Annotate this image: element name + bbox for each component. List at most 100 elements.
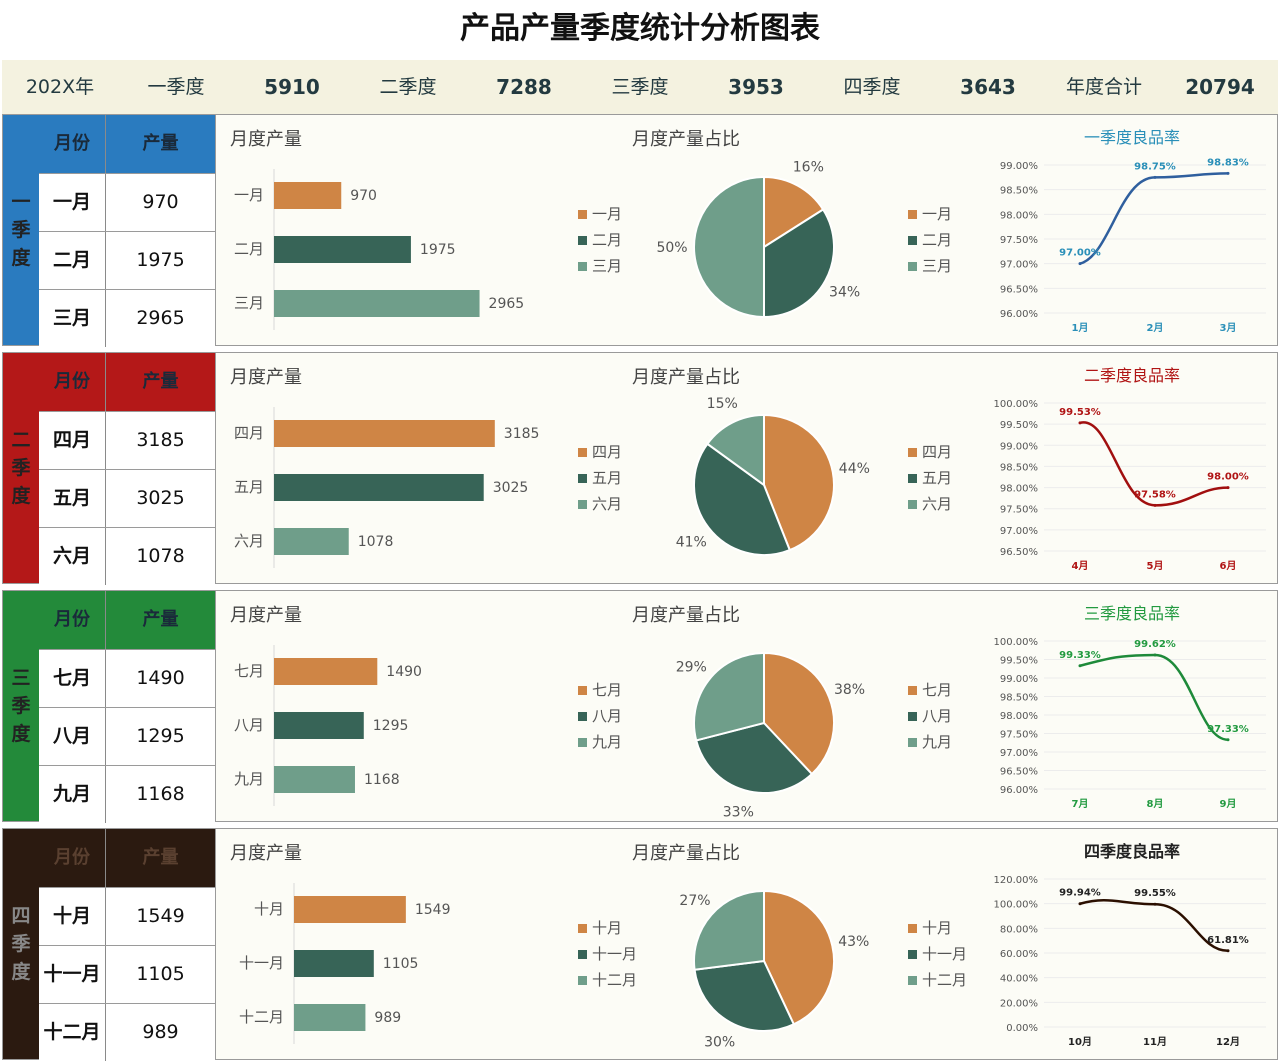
- table-cell-output: 1078: [136, 545, 185, 567]
- quarter-label-char: 季: [11, 933, 31, 955]
- pie-legend-right-entry: 二月: [922, 231, 952, 249]
- pie-data-label: 38%: [834, 682, 865, 698]
- bar-2: [274, 474, 484, 501]
- table-cell-month: 七月: [39, 650, 106, 707]
- line-chart-title: 一季度良品率: [1084, 128, 1180, 147]
- bar-category-label: 十一月: [239, 954, 284, 972]
- quarter-label-char: 度: [11, 485, 31, 507]
- pie-legend-left-entry: 十一月: [592, 945, 637, 963]
- pie-legend-left-entry: 六月: [592, 495, 622, 513]
- pie-slice-1: [763, 651, 835, 776]
- pie-legend-left-entry: 一月: [592, 205, 622, 223]
- bar-3: [274, 290, 480, 317]
- bar-3: [294, 1004, 366, 1031]
- table-cell-output: 3025: [136, 487, 185, 509]
- table-cell-output: 1168: [136, 783, 185, 805]
- pie-legend-swatch: [578, 474, 587, 483]
- pie-legend-swatch: [578, 924, 587, 933]
- pie-legend-swatch: [908, 686, 917, 695]
- quarter-table: 月份 产量 七月 1490 八月 1295 九月 1168: [39, 591, 215, 823]
- summary-total-value: 20794: [1185, 75, 1255, 99]
- line-point-1: [1078, 421, 1082, 425]
- line-data-label: 99.53%: [1059, 407, 1101, 418]
- pie-data-label: 33%: [723, 804, 754, 820]
- pie-legend-left-entry: 七月: [592, 681, 622, 699]
- table-header-output: 产量: [142, 609, 179, 630]
- line-x-tick-label: 1月: [1072, 322, 1089, 334]
- quarter-label-char: 季: [11, 219, 31, 241]
- table-header-month: 月份: [39, 115, 106, 173]
- table-cell-output: 1295: [136, 725, 185, 747]
- pie-legend-right-entry: 五月: [922, 469, 952, 487]
- line-series: [1079, 653, 1229, 742]
- pie-legend-swatch: [908, 448, 917, 457]
- pie-data-label: 44%: [839, 461, 870, 477]
- table-cell-output: 1105: [136, 963, 185, 985]
- pie-slice-2: [763, 208, 835, 319]
- bar-category-label: 一月: [234, 186, 264, 204]
- table-row: 十二月 989: [39, 1003, 215, 1061]
- line-y-tick-label: 96.00%: [1000, 309, 1038, 320]
- line-x-tick-label: 8月: [1147, 798, 1164, 810]
- pie-legend-swatch: [578, 712, 587, 721]
- pie-legend-left-entry: 九月: [592, 733, 622, 751]
- pie-legend-left-entry: 十二月: [592, 971, 637, 989]
- table-header-output: 产量: [142, 371, 179, 392]
- pie-slice-1: [763, 413, 835, 552]
- pie-legend-swatch: [908, 738, 917, 747]
- line-data-label: 61.81%: [1207, 935, 1249, 946]
- line-y-tick-label: 100.00%: [994, 900, 1039, 911]
- table-row: 三月 2965: [39, 289, 215, 347]
- table-cell-month: 六月: [39, 528, 106, 585]
- table-cell-month: 四月: [39, 412, 106, 469]
- pie-chart-title: 月度产量占比: [632, 605, 740, 626]
- pie-legend-swatch: [578, 448, 587, 457]
- line-data-label: 97.33%: [1207, 724, 1249, 735]
- table-header-row: 月份 产量: [39, 353, 215, 411]
- table-row: 五月 3025: [39, 469, 215, 527]
- pie-data-label: 43%: [838, 934, 869, 950]
- line-point-3: [1226, 486, 1230, 490]
- line-data-label: 99.62%: [1134, 639, 1176, 650]
- pie-data-label: 41%: [676, 534, 707, 550]
- table-cell-month: 八月: [39, 708, 106, 765]
- line-point-2: [1153, 175, 1157, 179]
- line-y-tick-label: 99.50%: [1000, 656, 1038, 667]
- quarter-label: 三季度: [3, 591, 39, 821]
- table-header-row: 月份 产量: [39, 591, 215, 649]
- pie-slice-2: [694, 721, 814, 794]
- quarter-charts: 月度产量 四月 3185 五月 3025 六月 1078 月度产量占比 44% 41% 15% 四月五…: [215, 353, 1277, 583]
- pie-legend-swatch: [908, 500, 917, 509]
- line-y-tick-label: 98.00%: [1000, 484, 1038, 495]
- bar-data-label: 3185: [504, 426, 540, 442]
- quarter-table: 月份 产量 四月 3185 五月 3025 六月 1078: [39, 353, 215, 585]
- pie-data-label: 34%: [829, 284, 860, 300]
- line-y-tick-label: 0.00%: [1006, 1023, 1038, 1034]
- pie-legend-right-entry: 七月: [922, 681, 952, 699]
- table-cell-month: 十二月: [39, 1004, 106, 1061]
- quarter-charts: 月度产量 一月 970 二月 1975 三月 2965 月度产量占比 16% 34% 50% 一月 二月…: [215, 115, 1277, 345]
- table-cell-output: 1490: [136, 667, 185, 689]
- line-x-tick-label: 9月: [1220, 798, 1237, 810]
- quarter-label-char: 二: [11, 429, 31, 451]
- bar-2: [274, 236, 411, 263]
- line-point-1: [1078, 902, 1082, 906]
- quarter-label: 一季度: [3, 115, 39, 345]
- pie-legend-swatch: [578, 236, 587, 245]
- line-series: [1079, 172, 1229, 265]
- table-row: 四月 3185: [39, 411, 215, 469]
- quarter-label-char: 季: [11, 457, 31, 479]
- bar-1: [274, 658, 378, 685]
- summary-year: 202X年: [25, 76, 95, 98]
- line-y-tick-label: 99.00%: [1000, 674, 1038, 685]
- summary-bar: 202X年 一季度 5910 二季度 7288 三季度 3953 四季度 364…: [2, 60, 1278, 114]
- table-row: 二月 1975: [39, 231, 215, 289]
- line-y-tick-label: 97.50%: [1000, 235, 1038, 246]
- line-y-tick-label: 97.50%: [1000, 505, 1038, 516]
- quarter-charts: 月度产量 七月 1490 八月 1295 九月 1168 月度产量占比 38% 33% 29% 七月八…: [215, 591, 1277, 821]
- line-series: [1079, 421, 1229, 507]
- line-y-tick-label: 98.50%: [1000, 693, 1038, 704]
- table-row: 一月 970: [39, 173, 215, 231]
